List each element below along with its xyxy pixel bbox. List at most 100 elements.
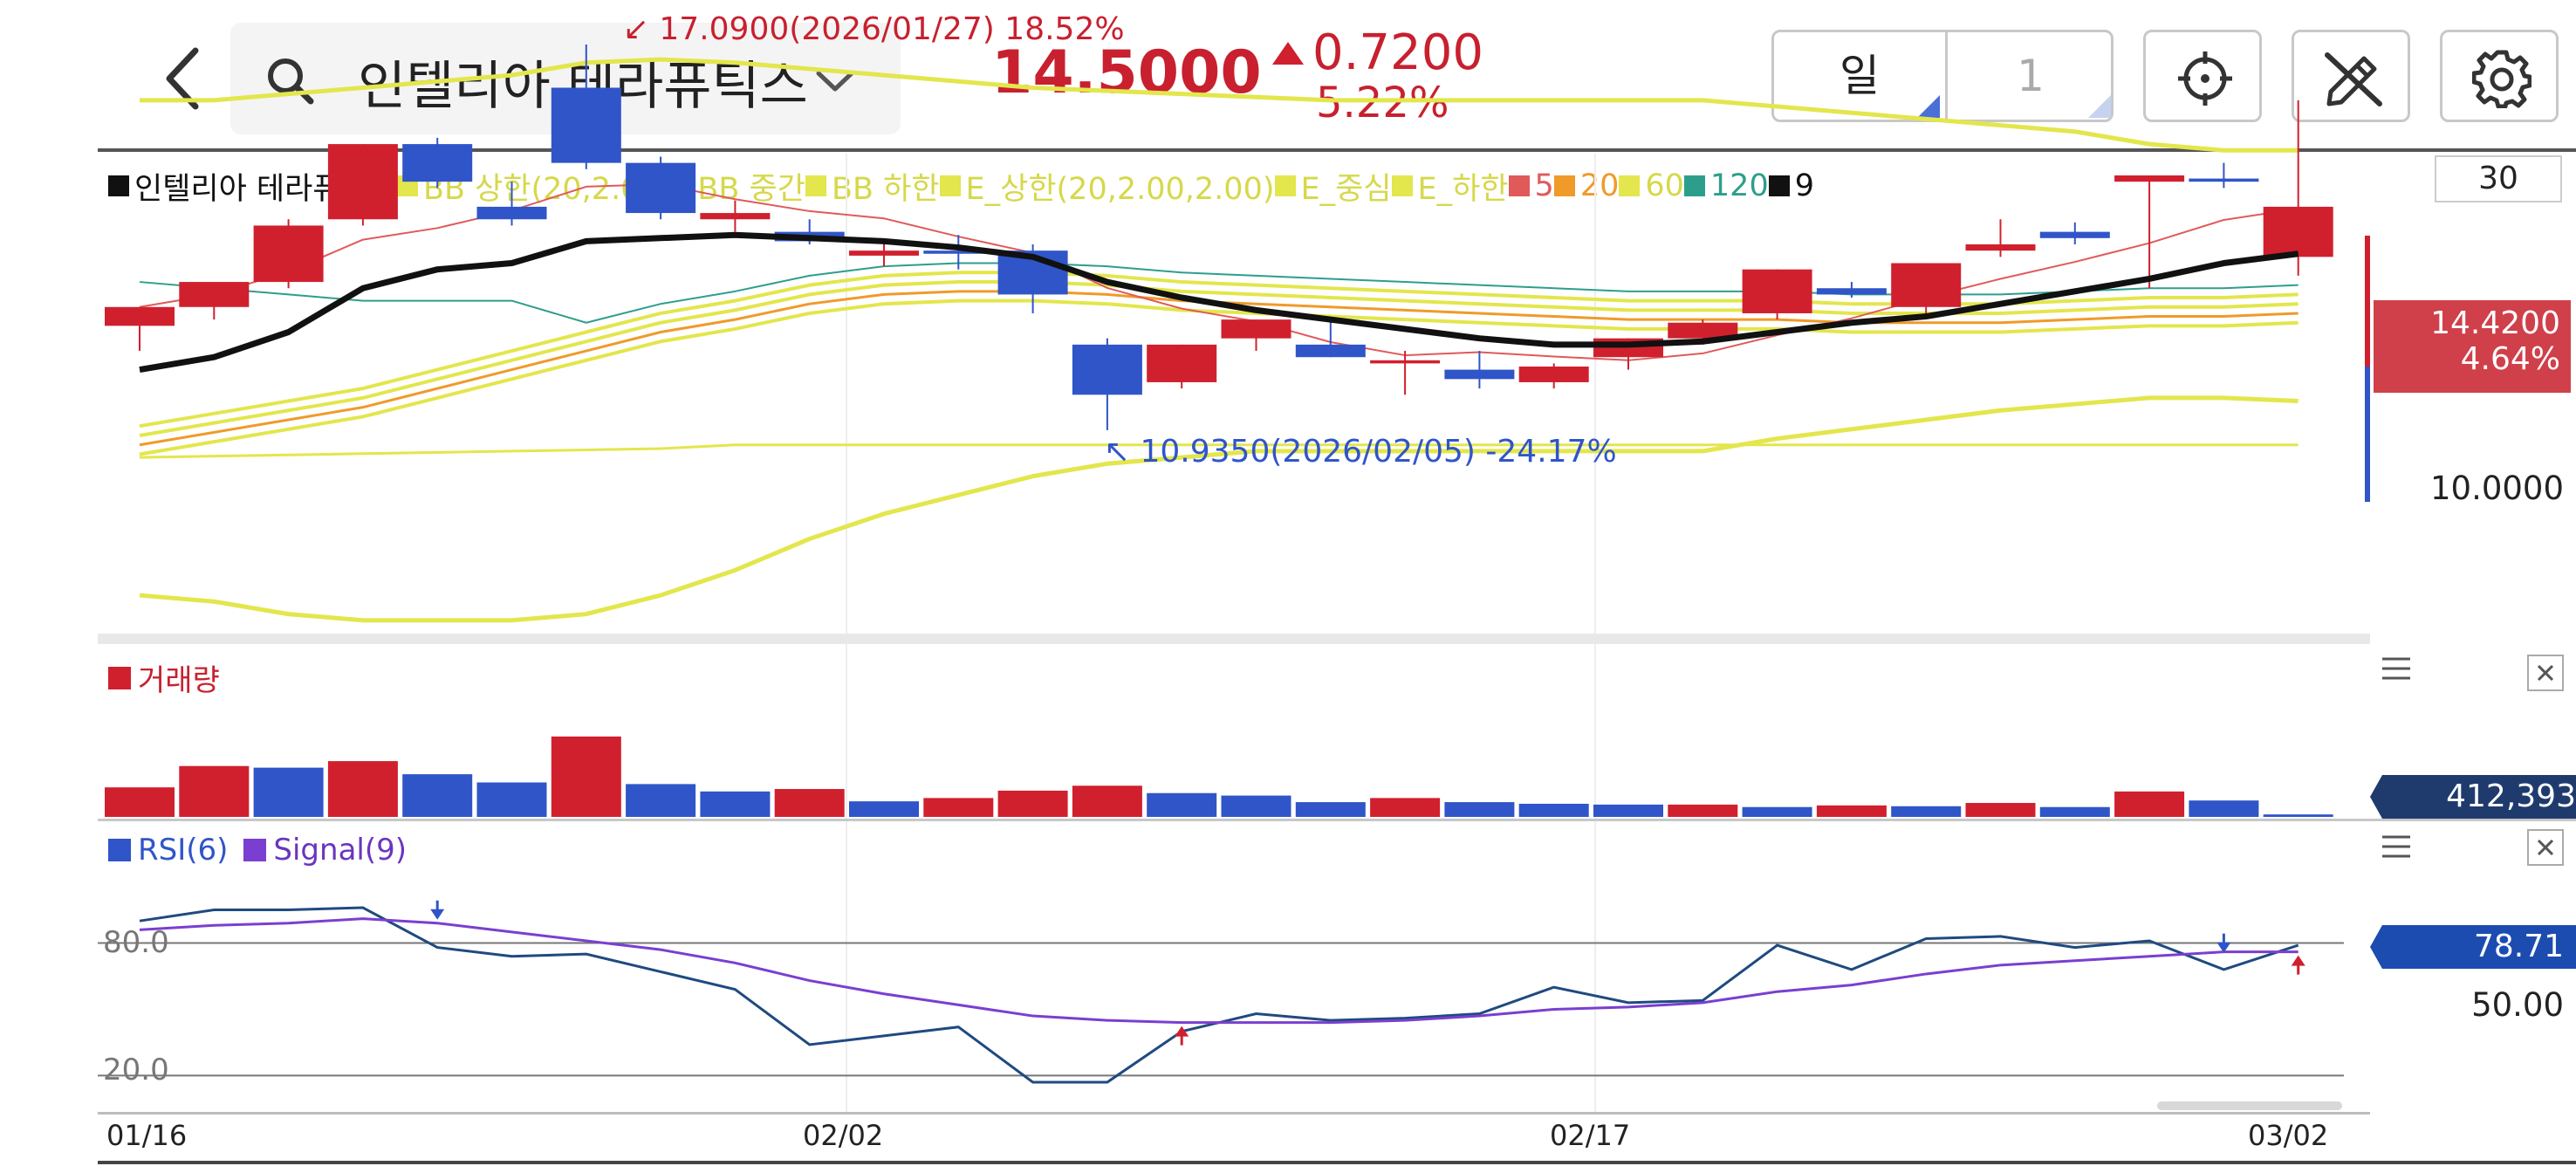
legend-label: E_하한: [1417, 171, 1509, 207]
volume-bar: [253, 767, 324, 817]
stock-search-box[interactable]: 인텔리아 테라퓨틱스: [230, 23, 901, 134]
candle-body: [1668, 322, 1738, 339]
legend-entry: 20: [1553, 168, 1620, 203]
legend-label: BB 중간: [697, 171, 805, 207]
price-change: 0.7200: [1312, 24, 1483, 81]
legend-entry: 120: [1683, 168, 1769, 203]
rsi-legend-swatch: [108, 839, 131, 861]
main-panel-divider: [98, 634, 2370, 644]
legend-label: 5: [1534, 168, 1554, 203]
volume-bar: [2189, 800, 2259, 817]
volume-bar: [1742, 806, 1812, 817]
last-close-price: 14.4200: [2430, 305, 2560, 341]
drawing-off-icon: [2325, 52, 2382, 106]
legend-label: 20: [1579, 168, 1620, 203]
legend-swatch: [1683, 175, 1705, 196]
signal-legend-swatch: [243, 839, 267, 861]
volume-bar: [849, 801, 919, 817]
last-close-tag: 14.4200 4.64%: [2374, 300, 2571, 393]
low-annotation: ↖ 10.9350(2026/02/05) -24.17%: [1104, 434, 1617, 470]
close-icon: [2537, 839, 2554, 856]
bb-lower-line: [139, 395, 2299, 623]
ma5-line: [139, 183, 2299, 361]
rsi-close-button[interactable]: [2527, 829, 2564, 866]
rsi-scrollbar[interactable]: [2157, 1101, 2342, 1110]
rsi-menu-button[interactable]: [2381, 833, 2412, 868]
volume-bar: [327, 761, 398, 817]
period-value[interactable]: 1: [2017, 51, 2045, 101]
volume-bar: [1221, 795, 1291, 817]
corner-triangle-icon: [1917, 95, 1940, 118]
legend-swatch: [1274, 175, 1296, 196]
last-close-pct: 4.64%: [2460, 341, 2560, 377]
legend-swatch: [939, 175, 961, 196]
candle-body: [1891, 263, 1962, 307]
price-change-pct: 5.22%: [1316, 79, 1449, 127]
candle-body: [253, 225, 324, 283]
corner-triangle-icon: [2088, 95, 2111, 118]
legend-entry: 5: [1508, 168, 1554, 203]
legend-swatch: [805, 175, 826, 196]
gear-icon: [2472, 50, 2531, 108]
legend-swatch: [1768, 175, 1790, 196]
bottom-border: [98, 1161, 2576, 1164]
chevron-down-icon[interactable]: [815, 68, 855, 94]
sell-signal-arrow: [430, 909, 445, 920]
volume-bar: [179, 765, 250, 817]
hamburger-icon: [2382, 657, 2410, 680]
volume-bar: [626, 784, 696, 817]
volume-close-button[interactable]: [2527, 655, 2564, 691]
volume-menu-button[interactable]: [2381, 655, 2412, 689]
ma60-line: [139, 443, 2299, 459]
volume-legend-label: 거래량: [138, 663, 220, 698]
price-range-bar: [2365, 236, 2370, 367]
volume-bar: [2263, 814, 2333, 817]
legend-swatch: [1619, 175, 1641, 196]
settings-button[interactable]: [2440, 30, 2559, 122]
candle-body: [2189, 178, 2259, 182]
legend-entry: E_중심: [1274, 164, 1392, 209]
candle-body: [179, 282, 250, 307]
legend-entry: BB 하한: [805, 164, 940, 209]
up-triangle-icon: [1272, 42, 1304, 65]
candle-body: [1072, 344, 1142, 395]
candle-body: [1221, 319, 1291, 339]
rsi-axis-label: 50.00: [2471, 986, 2564, 1024]
crosshair-button[interactable]: [2143, 30, 2262, 122]
x-axis-label: 03/02: [2248, 1119, 2329, 1152]
volume-bar: [1965, 803, 2036, 817]
back-button[interactable]: [157, 42, 209, 115]
rsi-line: [139, 906, 2299, 1084]
hamburger-icon: [2382, 835, 2410, 858]
volume-bar: [105, 787, 175, 817]
volume-panel-divider: [98, 819, 2576, 821]
legend-swatch: [1553, 175, 1575, 196]
envelope-center-line: [139, 271, 2299, 429]
legend-entry: E_상한(20,2.00,2.00): [939, 164, 1275, 209]
price-range-bar-low: [2365, 367, 2370, 502]
rsi-legend-label: RSI(6): [138, 833, 229, 868]
period-count: 30: [2478, 161, 2518, 196]
drawing-toggle-button[interactable]: [2292, 30, 2410, 122]
close-icon: [2537, 664, 2554, 682]
volume-bar: [997, 790, 1068, 817]
legend-label: 120: [1709, 168, 1769, 203]
volume-bar: [1593, 804, 1663, 817]
volume-bar: [1518, 803, 1589, 817]
volume-bar: [1891, 806, 1962, 817]
candle-body: [849, 250, 919, 256]
volume-tag-value: 412,393: [2446, 778, 2576, 814]
period-type[interactable]: 일: [1840, 51, 1880, 101]
legend-swatch: [108, 175, 129, 196]
volume-bar: [1295, 802, 1366, 817]
legend-swatch: [1508, 175, 1530, 196]
period-count-box[interactable]: 30: [2435, 155, 2562, 202]
x-axis-label: 02/02: [803, 1119, 884, 1152]
buy-signal-arrow: [1175, 1025, 1189, 1037]
candle-body: [402, 144, 473, 182]
high-annotation: ↙ 17.0900(2026/01/27) 18.52%: [623, 11, 1125, 47]
x-axis-label: 02/17: [1550, 1119, 1631, 1152]
bb-upper-line: [140, 57, 2299, 153]
volume-bar: [2114, 791, 2185, 817]
